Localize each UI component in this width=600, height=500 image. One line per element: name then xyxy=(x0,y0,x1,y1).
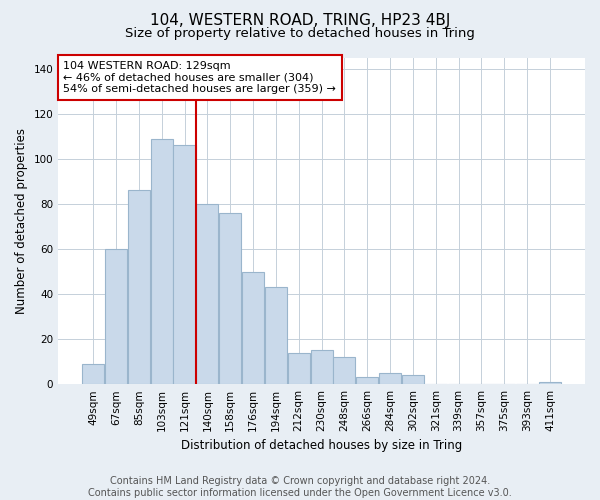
Bar xyxy=(265,288,287,384)
Bar xyxy=(196,204,218,384)
Bar xyxy=(311,350,332,384)
Text: Contains HM Land Registry data © Crown copyright and database right 2024.
Contai: Contains HM Land Registry data © Crown c… xyxy=(88,476,512,498)
Bar xyxy=(334,357,355,384)
Bar xyxy=(173,146,196,384)
Text: 104, WESTERN ROAD, TRING, HP23 4BJ: 104, WESTERN ROAD, TRING, HP23 4BJ xyxy=(150,12,450,28)
Bar xyxy=(151,138,173,384)
Bar xyxy=(105,249,127,384)
Bar xyxy=(287,352,310,384)
Bar xyxy=(219,213,241,384)
Text: Size of property relative to detached houses in Tring: Size of property relative to detached ho… xyxy=(125,28,475,40)
Bar xyxy=(402,375,424,384)
Y-axis label: Number of detached properties: Number of detached properties xyxy=(15,128,28,314)
Bar xyxy=(356,378,379,384)
Bar xyxy=(128,190,150,384)
Text: 104 WESTERN ROAD: 129sqm
← 46% of detached houses are smaller (304)
54% of semi-: 104 WESTERN ROAD: 129sqm ← 46% of detach… xyxy=(64,61,337,94)
Bar xyxy=(82,364,104,384)
X-axis label: Distribution of detached houses by size in Tring: Distribution of detached houses by size … xyxy=(181,440,462,452)
Bar xyxy=(379,373,401,384)
Bar xyxy=(242,272,264,384)
Bar xyxy=(539,382,561,384)
